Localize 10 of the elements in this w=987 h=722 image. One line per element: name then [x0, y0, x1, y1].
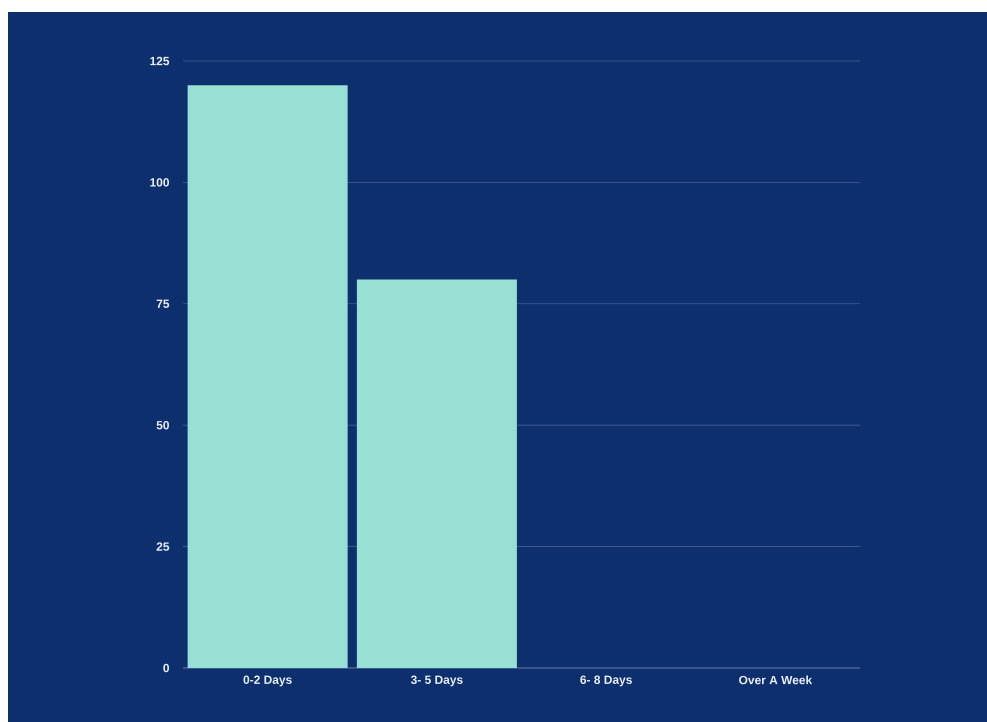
y-tick-label: 50 — [156, 420, 169, 430]
y-tick-label: 100 — [150, 178, 169, 187]
x-tick-label: 3- 5 Days — [410, 676, 463, 686]
x-tick-label: 0-2 Days — [244, 676, 292, 686]
x-tick-label: Over A Week — [739, 676, 812, 684]
y-tick-label: 75 — [156, 300, 170, 308]
y-tick-label: 125 — [150, 56, 170, 66]
y-tick-label: 25 — [156, 542, 170, 551]
x-tick-label: 6- 8 Days — [580, 676, 632, 686]
y-tick-label: 0 — [163, 664, 169, 672]
